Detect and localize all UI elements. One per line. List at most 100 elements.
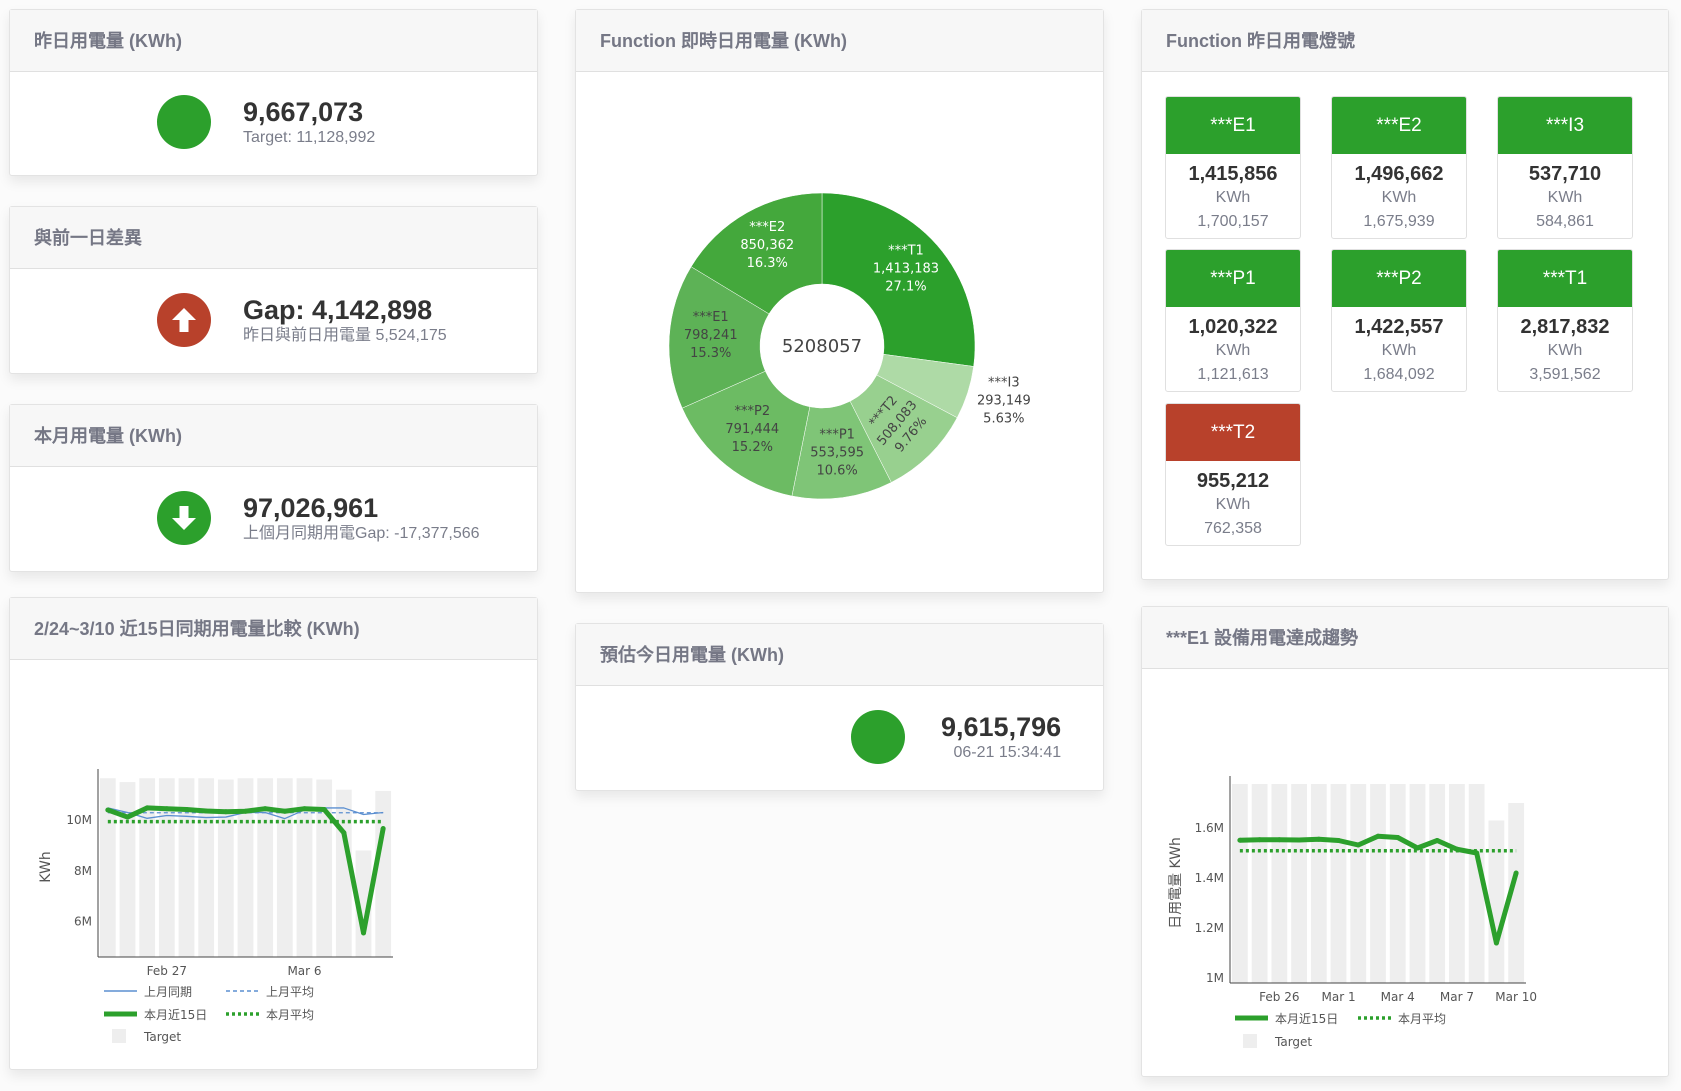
data-point — [1276, 837, 1282, 843]
y-axis-title: KWh — [38, 851, 54, 882]
target-bar — [1488, 820, 1505, 983]
tile-header: ***P2 — [1332, 250, 1466, 307]
tile-value: 1,422,557 — [1354, 316, 1444, 338]
arrow-up-circle-icon — [157, 293, 211, 347]
tile-header: ***E2 — [1332, 97, 1466, 154]
trend-chart: 1M 1.2M 1.4M 1.6M Feb 26 Mar 1 Mar 4 Mar 7 Mar 1… — [1168, 776, 1537, 1049]
donut-slice — [821, 192, 976, 367]
yesterday-target: Target: 11,128,992 — [243, 129, 376, 146]
tile-target: 1,700,157 — [1197, 213, 1269, 230]
slice-percents: 15.3% — [690, 346, 731, 361]
data-point — [223, 809, 229, 815]
legend-label: Target — [143, 1030, 181, 1044]
slice-value_labels: 798,241 — [684, 328, 738, 343]
arrow-down-circle-icon — [157, 491, 211, 545]
function-light-tile: ***P1 1,020,322 KWh 1,121,613 — [1165, 249, 1301, 392]
donut-slice — [668, 266, 770, 409]
tile-target: 3,591,562 — [1529, 366, 1601, 383]
legend-label: 上月平均 — [266, 985, 314, 999]
data-point — [1257, 837, 1263, 843]
x-tick-label: Mar 6 — [287, 964, 321, 978]
slice-percents: 15.2% — [732, 440, 773, 455]
y-tick-label: 1.2M — [1195, 921, 1224, 935]
panel-title: 昨日用電量 (KWh) — [10, 10, 537, 72]
target-bar — [119, 782, 136, 957]
target-bar — [1468, 784, 1485, 983]
target-bar — [296, 778, 313, 957]
y-tick-label: 1M — [1206, 971, 1224, 985]
y-tick-label: 1.6M — [1195, 821, 1224, 835]
month-value: 97,026,961 — [243, 493, 379, 523]
panel-title: ***E1 設備用電達成趨勢 — [1142, 607, 1668, 669]
donut-center-total: 5208057 — [782, 336, 862, 357]
target-bar — [198, 778, 215, 957]
panel-title: Function 昨日用電燈號 — [1142, 10, 1668, 72]
data-point — [321, 806, 327, 812]
tile-value: 1,415,856 — [1188, 163, 1278, 185]
status-light-icon — [157, 95, 211, 149]
slice-labels: ***I3 — [988, 375, 1020, 390]
slice-label: ***P1 553,595 10.6% — [810, 427, 864, 478]
slice-label: ***E2 850,362 16.3% — [740, 220, 794, 271]
target-bar — [139, 778, 156, 957]
tile-target: 1,121,613 — [1197, 366, 1269, 383]
tile-target: 1,675,939 — [1363, 213, 1435, 230]
tile-target: 762,358 — [1204, 520, 1262, 537]
data-point — [361, 930, 366, 936]
tile-value: 1,496,662 — [1354, 163, 1444, 185]
data-point — [1395, 835, 1401, 840]
data-point — [203, 808, 209, 814]
data-point — [1237, 837, 1243, 843]
data-point — [125, 814, 130, 820]
slice-value_labels: 293,149 — [977, 393, 1031, 408]
data-point — [243, 808, 248, 814]
data-point — [341, 830, 347, 836]
data-point — [1513, 870, 1519, 876]
tile-target: 584,861 — [1536, 213, 1594, 230]
slice-labels: ***T1 — [888, 244, 924, 259]
x-tick-label: Mar 4 — [1381, 990, 1415, 1004]
function-light-tile: ***I3 537,710 KWh 584,861 — [1497, 96, 1633, 239]
tile-unit: KWh — [1381, 342, 1417, 359]
target-bar — [1449, 784, 1465, 983]
legend-label: Target — [1274, 1035, 1312, 1049]
data-point — [144, 805, 150, 811]
donut-slice — [681, 370, 811, 497]
target-bar — [316, 779, 333, 957]
data-point — [184, 806, 189, 812]
target-bar — [99, 778, 116, 957]
tile-header: ***P1 — [1166, 250, 1300, 307]
status-light-icon — [851, 710, 905, 764]
data-point — [164, 806, 170, 812]
data-point — [1355, 842, 1361, 848]
legend-swatch — [1243, 1034, 1257, 1048]
x-tick-label: Mar 7 — [1440, 990, 1474, 1004]
yesterday-usage-panel: 昨日用電量 (KWh) 9,667,073 Target: 11,128,992 — [9, 9, 538, 176]
x-tick-label: Mar 1 — [1321, 990, 1355, 1004]
function-light-tile: ***T2 955,212 KWh 762,358 — [1165, 403, 1301, 546]
donut-slice — [690, 192, 823, 315]
slice-label: ***P2 791,444 15.2% — [725, 404, 779, 455]
compare-chart-panel: 2/24~3/10 近15日同期用電量比較 (KWh) — [9, 597, 538, 1070]
y-axis-title: 日用電量 KWh — [1168, 837, 1184, 929]
tile-unit: KWh — [1547, 189, 1583, 206]
slice-label: ***I3 293,149 5.63% — [977, 375, 1031, 426]
function-light-tile: ***E1 1,415,856 KWh 1,700,157 — [1165, 96, 1301, 239]
data-point — [282, 808, 288, 814]
legend-label: 本月近15日 — [144, 1008, 207, 1022]
tile-header: ***T2 — [1166, 404, 1300, 461]
month-detail: 上個月同期用電Gap: -17,377,566 — [243, 525, 480, 542]
legend-label: 本月平均 — [266, 1008, 314, 1022]
target-bar — [355, 850, 372, 957]
target-bar — [276, 778, 293, 957]
data-point — [262, 806, 268, 812]
target-bar — [1409, 784, 1426, 983]
data-point — [380, 825, 386, 831]
data-point — [1296, 837, 1302, 843]
trend-chart-panel: ***E1 設備用電達成趨勢 — [1141, 606, 1669, 1077]
target-bar — [1429, 784, 1446, 983]
slice-value_labels: 850,362 — [740, 238, 794, 253]
y-tick-label: 1.4M — [1195, 871, 1224, 885]
y-tick-label: 10M — [66, 813, 92, 827]
slice-percents: 16.3% — [747, 256, 788, 271]
